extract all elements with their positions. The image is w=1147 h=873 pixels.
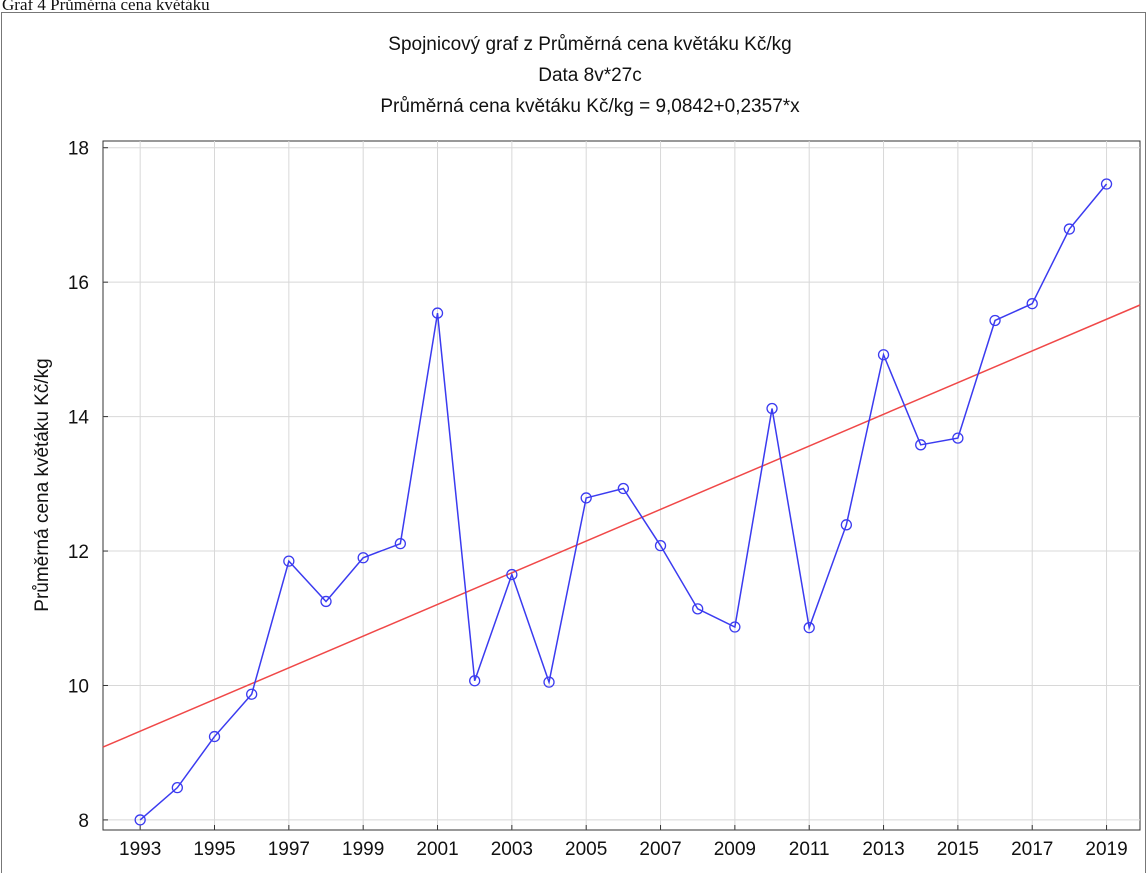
x-tick-label: 1999	[342, 839, 384, 860]
y-tick-label: 16	[68, 273, 89, 294]
x-tick-label: 2001	[416, 839, 458, 860]
x-tick-label: 1997	[268, 839, 310, 860]
x-tick-label: 2005	[565, 839, 607, 860]
data-point	[134, 814, 146, 826]
data-point	[654, 540, 667, 552]
data-point	[1063, 223, 1076, 235]
x-tick-label: 2015	[937, 839, 979, 860]
x-tick-label: 1993	[119, 839, 161, 860]
y-tick-label: 12	[68, 542, 89, 563]
data-point	[1100, 178, 1113, 190]
data-point	[803, 622, 815, 634]
y-tick-label: 10	[68, 676, 89, 697]
y-axis-label: Průměrná cena květáku Kč/kg	[32, 358, 53, 611]
data-point	[1026, 298, 1038, 310]
y-tick-label: 14	[68, 408, 90, 429]
equation: Průměrná cena květáku Kč/kg = 9,0842+0,2…	[380, 96, 800, 117]
y-tick-label: 18	[68, 139, 89, 160]
data-point	[431, 307, 444, 319]
caption: Graf 4 Průměrná cena květáku	[2, 0, 210, 14]
data-point	[208, 730, 221, 743]
x-tick-label: 2011	[789, 839, 830, 860]
data-point	[915, 439, 927, 451]
data-point	[171, 782, 183, 794]
x-tick-label: 1995	[193, 839, 235, 860]
x-tick-label: 2003	[491, 839, 533, 860]
x-tick-label: 2007	[639, 839, 681, 860]
data-point	[394, 537, 406, 550]
data-point	[952, 432, 964, 444]
data-point	[729, 621, 741, 633]
data-point	[989, 314, 1001, 327]
data-point	[692, 603, 704, 615]
data-point	[877, 349, 890, 361]
x-tick-label: 2009	[714, 839, 756, 860]
data-point	[506, 568, 518, 581]
data-point	[617, 482, 630, 495]
x-tick-label: 2013	[862, 839, 904, 860]
trend-line	[102, 304, 1141, 748]
x-tick-label: 2017	[1011, 839, 1053, 860]
chart-subtitle: Data 8v*27c	[538, 65, 642, 86]
x-tick-label: 2019	[1085, 839, 1127, 860]
data-point	[283, 555, 295, 567]
y-tick-label: 8	[78, 811, 89, 832]
data-point	[246, 688, 258, 700]
data-point	[543, 676, 555, 688]
data-point	[469, 675, 481, 687]
data-point	[320, 595, 332, 608]
data-point	[766, 402, 778, 415]
chart-title: Spojnicový graf z Průměrná cena květáku …	[388, 34, 791, 55]
data-point	[580, 492, 592, 504]
plot-area	[102, 140, 1141, 831]
data-point	[357, 552, 369, 564]
data-line	[139, 183, 1108, 821]
data-point	[840, 519, 853, 531]
